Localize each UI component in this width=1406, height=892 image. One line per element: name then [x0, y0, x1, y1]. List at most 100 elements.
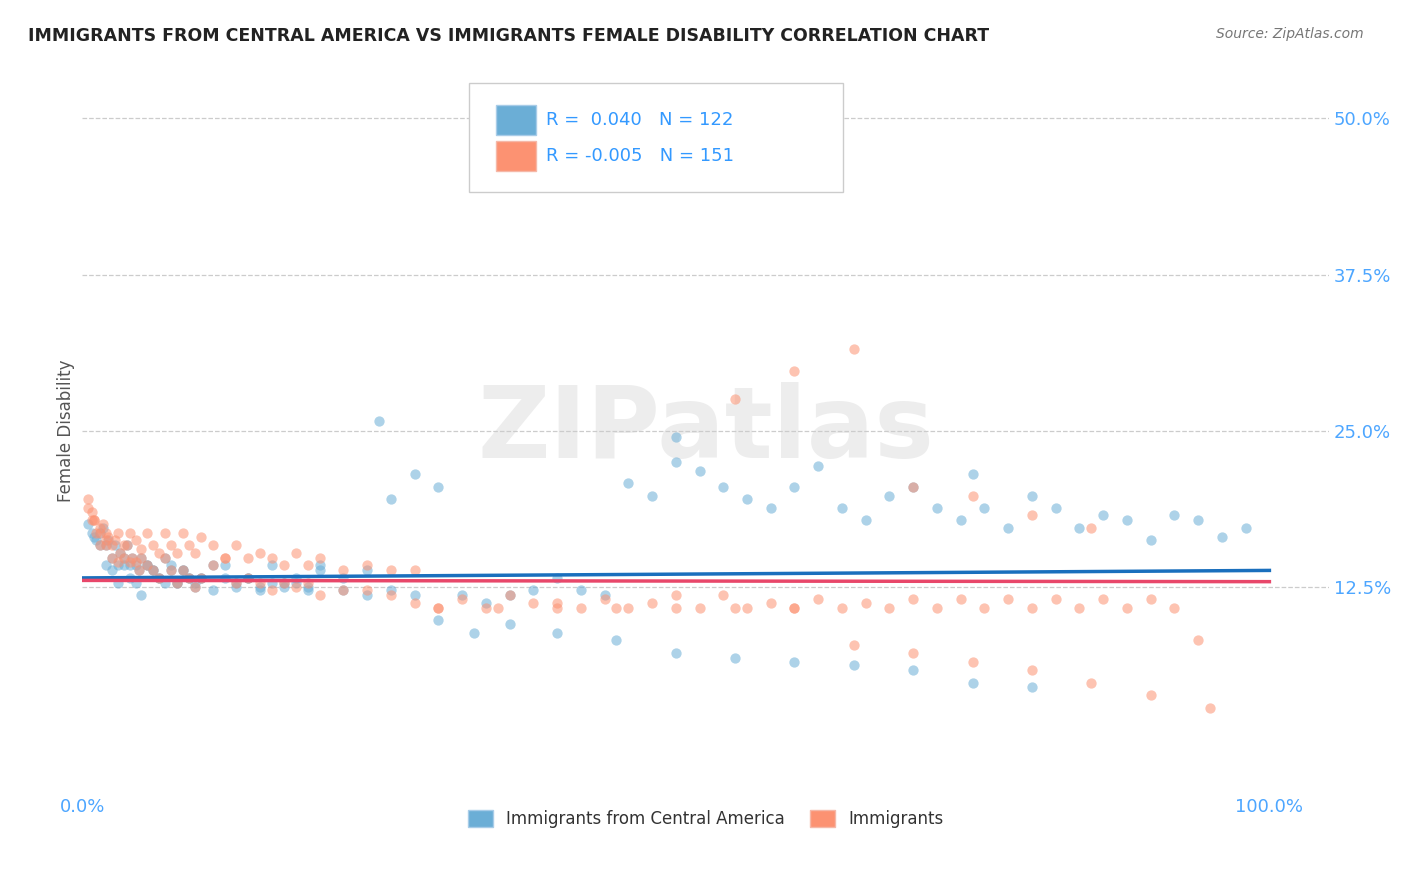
Point — [842, 658, 865, 673]
Point — [284, 580, 307, 594]
Point — [249, 546, 271, 560]
Point — [94, 558, 117, 573]
Point — [262, 583, 284, 598]
Point — [356, 588, 378, 602]
Point — [404, 563, 426, 577]
Point — [973, 501, 995, 516]
Point — [104, 533, 127, 548]
Point — [89, 538, 111, 552]
Point — [617, 476, 640, 491]
Point — [724, 600, 747, 615]
Point — [94, 538, 117, 552]
Point — [546, 625, 568, 640]
Bar — [496, 104, 536, 136]
Point — [451, 592, 474, 607]
Point — [214, 558, 236, 573]
Point — [214, 550, 236, 565]
Point — [522, 583, 544, 598]
Point — [101, 550, 124, 565]
Point — [962, 675, 984, 690]
Point — [356, 558, 378, 573]
Point — [249, 583, 271, 598]
Point — [201, 558, 224, 573]
Point — [711, 588, 734, 602]
Point — [112, 550, 135, 565]
Text: IMMIGRANTS FROM CENTRAL AMERICA VS IMMIGRANTS FEMALE DISABILITY CORRELATION CHAR: IMMIGRANTS FROM CENTRAL AMERICA VS IMMIG… — [28, 27, 990, 45]
Point — [842, 343, 865, 357]
Point — [1080, 675, 1102, 690]
Point — [101, 538, 124, 552]
Point — [1092, 508, 1115, 523]
Point — [273, 580, 295, 594]
Point — [155, 550, 177, 565]
Point — [1069, 600, 1091, 615]
Point — [997, 592, 1019, 607]
Point — [118, 571, 141, 585]
Point — [368, 414, 391, 428]
Point — [155, 525, 177, 540]
Point — [1021, 663, 1043, 677]
Point — [962, 489, 984, 503]
Point — [273, 575, 295, 590]
Point — [104, 538, 127, 552]
Point — [308, 563, 330, 577]
Point — [1187, 633, 1209, 648]
Point — [463, 625, 485, 640]
Point — [124, 575, 146, 590]
Point — [262, 558, 284, 573]
Point — [172, 525, 194, 540]
Point — [136, 558, 159, 573]
Point — [262, 575, 284, 590]
Point — [297, 583, 319, 598]
Point — [903, 663, 925, 677]
Point — [238, 571, 260, 585]
Point — [83, 530, 105, 544]
Point — [225, 575, 247, 590]
Point — [522, 596, 544, 610]
Point — [94, 533, 117, 548]
Point — [284, 575, 307, 590]
Point — [332, 563, 354, 577]
Point — [238, 571, 260, 585]
Point — [807, 592, 830, 607]
Point — [177, 538, 200, 552]
Point — [1021, 489, 1043, 503]
Point — [1187, 513, 1209, 527]
Text: R = -0.005   N = 151: R = -0.005 N = 151 — [546, 147, 734, 165]
Point — [112, 550, 135, 565]
Point — [380, 492, 402, 507]
Point — [80, 505, 103, 519]
Point — [142, 563, 165, 577]
Point — [1021, 508, 1043, 523]
Point — [136, 525, 159, 540]
Point — [89, 525, 111, 540]
Point — [297, 580, 319, 594]
Point — [131, 550, 153, 565]
Point — [249, 575, 271, 590]
Point — [107, 558, 129, 573]
Point — [332, 571, 354, 585]
Point — [131, 588, 153, 602]
Point — [735, 600, 758, 615]
Point — [842, 638, 865, 652]
Point — [118, 555, 141, 569]
Point — [190, 571, 212, 585]
Point — [451, 588, 474, 602]
Point — [1092, 592, 1115, 607]
Point — [115, 538, 138, 552]
Point — [108, 546, 131, 560]
Point — [284, 571, 307, 585]
Point — [593, 588, 616, 602]
Point — [665, 588, 688, 602]
Point — [546, 571, 568, 585]
Point — [1045, 501, 1067, 516]
Point — [962, 467, 984, 482]
Point — [77, 501, 100, 516]
Point — [855, 513, 877, 527]
Point — [1199, 700, 1222, 714]
Point — [136, 558, 159, 573]
Point — [925, 501, 948, 516]
Point — [546, 600, 568, 615]
Point — [297, 558, 319, 573]
Point — [404, 467, 426, 482]
